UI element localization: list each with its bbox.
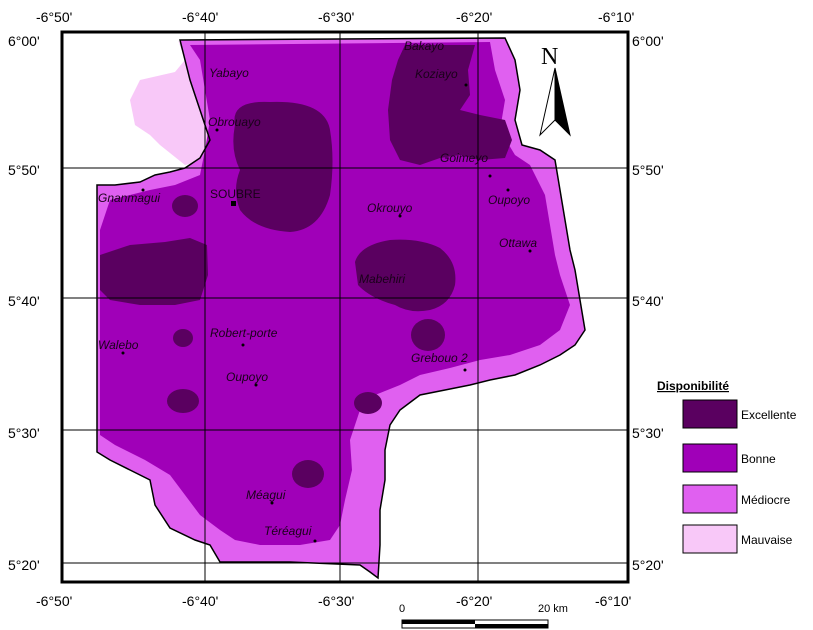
top-axis-labels: -6°50' -6°40' -6°30' -6°20' -6°10': [36, 9, 634, 25]
top-tick-label: -6°10': [598, 9, 634, 25]
left-tick-label: 6°00': [8, 33, 40, 49]
place-label-gnanmagui: Gnanmagui: [98, 191, 160, 205]
excellente-patch-mabehiri: [355, 239, 456, 312]
place-label-grebouo-2: Grebouo 2: [411, 351, 468, 365]
right-tick-label: 6°00': [632, 33, 664, 49]
top-tick-label: -6°20': [456, 9, 492, 25]
place-labels: Bakayo Koziayo Yabayo Obrouayo Goimeyo G…: [98, 39, 537, 538]
place-dot: [464, 83, 468, 87]
legend-swatch-mauvaise: [682, 524, 738, 554]
place-dot: [488, 174, 492, 178]
legend-label-mauvaise: Mauvaise: [741, 533, 793, 547]
excellente-patch-northeast: [388, 45, 512, 165]
place-dot: [254, 383, 258, 387]
place-dot: [141, 188, 145, 192]
scale-bar: 0 20 km: [399, 603, 568, 629]
place-dot: [528, 249, 532, 253]
excellente-patch-gnanmagui: [172, 195, 198, 217]
bottom-axis-labels: -6°50' -6°40' -6°30' -6°20' -6°10': [36, 593, 631, 609]
place-label-oupoyo-south: Oupoyo: [226, 370, 268, 384]
legend-label-excellente: Excellente: [741, 408, 797, 422]
place-label-tereagui: Téréagui: [264, 524, 312, 538]
place-dot: [398, 214, 402, 218]
place-dot: [313, 539, 317, 543]
top-tick-label: -6°30': [318, 9, 354, 25]
place-label-yabayo: Yabayo: [209, 66, 249, 80]
place-label-oupoyo-east: Oupoyo: [488, 193, 530, 207]
bottom-tick-label: -6°40': [182, 593, 218, 609]
excellente-patch-grebouo: [411, 319, 445, 351]
place-dot: [121, 351, 125, 355]
left-tick-label: 5°40': [8, 293, 40, 309]
place-label-walebo: Walebo: [98, 338, 139, 352]
scale-end-label: 20 km: [538, 603, 568, 615]
bottom-tick-label: -6°30': [318, 593, 354, 609]
top-tick-label: -6°40': [182, 9, 218, 25]
place-label-soubre: SOUBRE: [210, 187, 261, 201]
place-label-meagui: Méagui: [246, 488, 286, 502]
north-arrow-right-half: [554, 67, 571, 137]
place-label-okrouyo: Okrouyo: [367, 201, 413, 215]
excellente-patch-southwest: [167, 389, 199, 413]
right-tick-label: 5°50': [632, 162, 664, 178]
right-tick-label: 5°30': [632, 425, 664, 441]
bottom-tick-label: -6°50': [36, 593, 72, 609]
right-axis-labels: 6°00' 5°50' 5°40' 5°30' 5°20': [632, 33, 664, 573]
legend-title: Disponibilité: [657, 379, 729, 393]
left-axis-labels: 6°00' 5°50' 5°40' 5°30' 5°20': [8, 33, 40, 573]
place-label-obrouayo: Obrouayo: [208, 115, 261, 129]
top-tick-label: -6°50': [36, 9, 72, 25]
place-label-ottawa: Ottawa: [499, 236, 537, 250]
excellente-patch-west: [100, 238, 208, 305]
place-markers: [121, 83, 532, 543]
zone-excellente: [100, 45, 512, 488]
left-tick-label: 5°30': [8, 425, 40, 441]
scale-start-label: 0: [399, 603, 405, 615]
graticule: [62, 32, 628, 582]
place-label-robert-porte: Robert-porte: [210, 326, 278, 340]
legend: Disponibilité Excellente Bonne Médiocre …: [657, 379, 797, 554]
legend-swatch-bonne: [682, 443, 738, 473]
place-dot: [270, 501, 274, 505]
scale-bar-segment-1: [402, 620, 475, 624]
north-arrow-icon: N: [539, 44, 571, 137]
legend-label-bonne: Bonne: [741, 452, 776, 466]
place-dot: [241, 343, 245, 347]
place-label-goimeyo: Goimeyo: [440, 151, 488, 165]
place-label-koziayo: Koziayo: [415, 67, 458, 81]
north-letter: N: [541, 44, 558, 70]
place-label-mabehiri: Mabehiri: [359, 272, 405, 286]
bottom-tick-label: -6°10': [595, 593, 631, 609]
right-tick-label: 5°40': [632, 293, 664, 309]
place-dot: [215, 128, 219, 132]
legend-swatch-excellente: [682, 399, 738, 429]
excellente-patch-south-center: [354, 392, 382, 414]
right-tick-label: 5°20': [632, 557, 664, 573]
legend-swatch-mediocre: [682, 484, 738, 514]
place-dot: [506, 188, 510, 192]
excellente-patch-robert-porte: [173, 329, 193, 347]
legend-label-mediocre: Médiocre: [741, 493, 791, 507]
left-tick-label: 5°50': [8, 162, 40, 178]
excellente-patch-center: [233, 101, 333, 232]
scale-bar-segment-2: [475, 624, 548, 628]
place-dot: [463, 368, 467, 372]
bottom-tick-label: -6°20': [456, 593, 492, 609]
excellente-patch-meagui: [292, 460, 324, 488]
soubre-marker: [231, 201, 236, 206]
place-label-bakayo: Bakayo: [404, 39, 444, 53]
region-boundary: [96, 37, 586, 580]
left-tick-label: 5°20': [8, 557, 40, 573]
